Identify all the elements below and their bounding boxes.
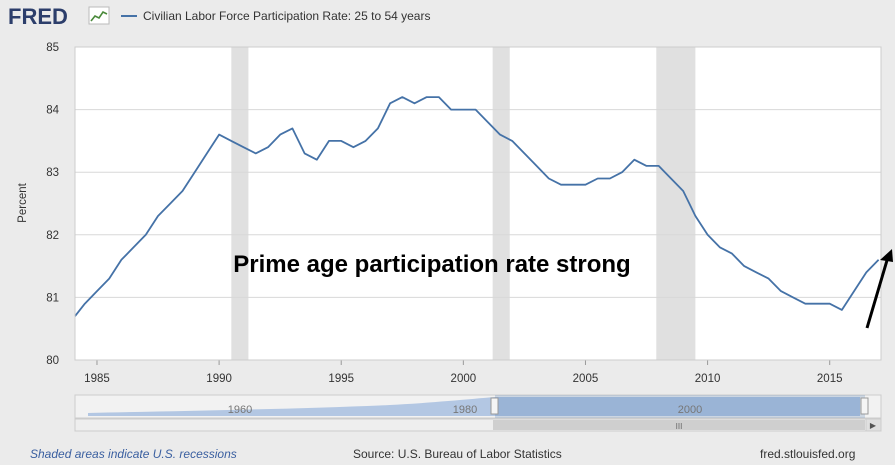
y-axis-label: Percent xyxy=(17,182,29,222)
navigator-label: 1960 xyxy=(228,404,252,416)
site-link[interactable]: fred.stlouisfed.org xyxy=(760,447,856,461)
y-tick-label: 81 xyxy=(46,292,59,304)
y-axis-ticks: 80 81 82 83 84 85 xyxy=(46,42,59,367)
fred-logo-text: FRED xyxy=(8,4,68,29)
navigator-label: 2000 xyxy=(678,404,702,416)
plot-border xyxy=(74,46,882,361)
y-tick-label: 84 xyxy=(46,105,59,117)
navigator-area xyxy=(88,397,860,416)
legend-label: Civilian Labor Force Participation Rate:… xyxy=(143,9,430,23)
navigator-label: 1980 xyxy=(453,404,477,416)
plot-area xyxy=(75,47,881,360)
navigator[interactable]: 1960 1980 2000 III ▶ xyxy=(74,394,882,432)
x-tick-label: 2000 xyxy=(451,373,477,385)
x-tick-label: 2005 xyxy=(573,373,599,385)
scrollbar-thumb[interactable] xyxy=(493,420,865,430)
recessions-note[interactable]: Shaded areas indicate U.S. recessions xyxy=(30,447,237,461)
logo-sparkline-icon xyxy=(88,6,110,25)
x-axis-ticks: 1985 1990 1995 2000 2005 2010 2015 xyxy=(84,360,843,385)
series-line[interactable] xyxy=(74,96,880,317)
fred-logo[interactable]: FRED xyxy=(8,4,110,29)
navigator-left-handle[interactable] xyxy=(490,397,499,415)
x-tick-label: 2010 xyxy=(695,373,721,385)
navigator-right-handle[interactable] xyxy=(860,397,869,415)
y-tick-label: 80 xyxy=(46,355,59,367)
x-tick-label: 1995 xyxy=(328,373,354,385)
recession-bands xyxy=(231,47,696,360)
series-line-path[interactable] xyxy=(74,96,880,317)
legend[interactable]: Civilian Labor Force Participation Rate:… xyxy=(121,9,430,23)
annotation-text: Prime age participation rate strong xyxy=(233,251,630,278)
x-tick-label: 1990 xyxy=(206,373,232,385)
scrollbar-grip-icon: III xyxy=(676,422,683,431)
x-tick-label: 1985 xyxy=(84,373,110,385)
annotation-arrow xyxy=(865,249,893,329)
x-tick-label: 2015 xyxy=(817,373,843,385)
navigator-selection[interactable] xyxy=(495,395,865,418)
recession-band xyxy=(492,47,510,360)
scroll-right-icon: ▶ xyxy=(870,421,877,430)
y-tick-label: 82 xyxy=(46,230,59,242)
source-text: Source: U.S. Bureau of Labor Statistics xyxy=(353,447,562,461)
y-tick-label: 85 xyxy=(46,42,59,54)
y-tick-label: 83 xyxy=(46,167,59,179)
scrollbar-right-button[interactable] xyxy=(865,418,882,432)
recession-band xyxy=(231,47,249,360)
